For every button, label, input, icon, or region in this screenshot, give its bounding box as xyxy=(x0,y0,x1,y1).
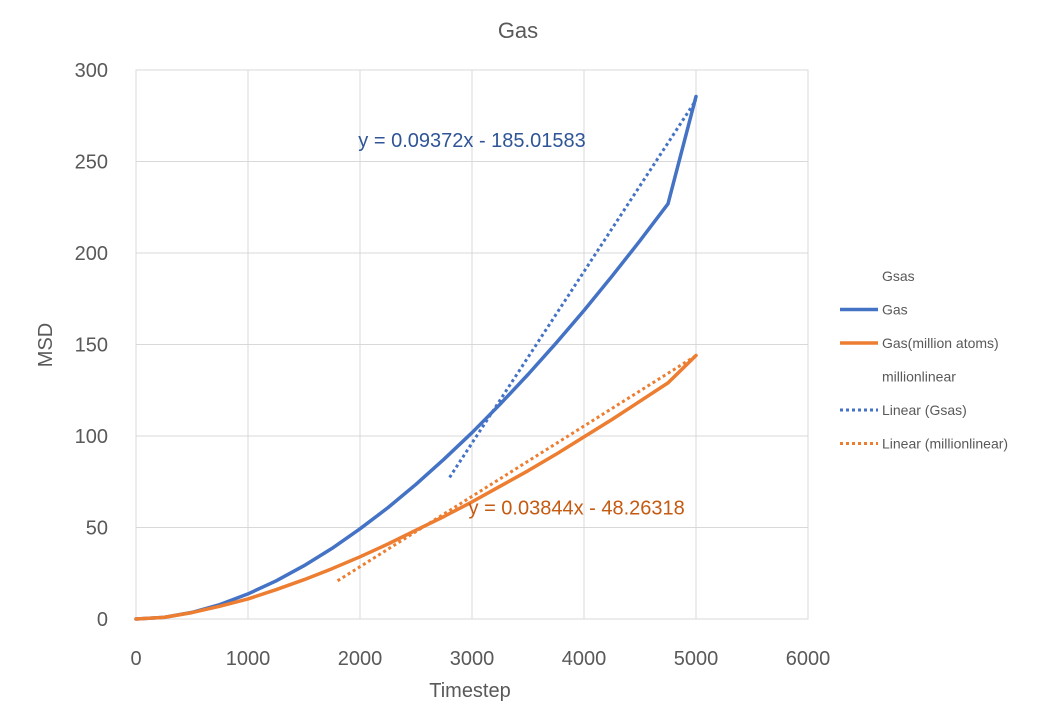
legend: Gsas Gas Gas(million atoms) millionlinear Li… xyxy=(840,268,1008,452)
series-line-linear-gsas xyxy=(448,99,698,479)
x-tick-label: 4000 xyxy=(562,648,607,670)
series-lines xyxy=(134,94,698,621)
y-tick-label: 50 xyxy=(86,518,108,540)
x-tick-label: 0 xyxy=(130,648,141,670)
legend-label: Linear (millionlinear) xyxy=(882,436,1008,452)
y-tick-label: 100 xyxy=(75,426,108,448)
y-tick-label: 200 xyxy=(75,243,108,265)
y-axis-label: MSD xyxy=(35,323,57,367)
tick-labels: 0 1000 2000 3000 4000 5000 6000 0 50 100 150 200 250… xyxy=(75,60,831,670)
x-tick-label: 1000 xyxy=(226,648,271,670)
y-tick-label: 150 xyxy=(75,335,108,357)
trendline-equation-label: y = 0.03844x - 48.26318 xyxy=(469,498,685,520)
x-tick-label: 6000 xyxy=(786,648,831,670)
series-line-linear-millionlinear xyxy=(336,354,697,583)
y-tick-label: 300 xyxy=(75,60,108,82)
legend-label: Gas(million atoms) xyxy=(882,335,999,351)
trendline-equation-label: y = 0.09372x - 185.01583 xyxy=(358,130,585,152)
legend-label: millionlinear xyxy=(882,369,956,385)
y-tick-label: 0 xyxy=(97,609,108,631)
x-axis-label: Timestep xyxy=(429,680,511,702)
x-tick-label: 3000 xyxy=(450,648,495,670)
series-line-gas xyxy=(134,94,698,621)
trendline-equations: y = 0.09372x - 185.01583 y = 0.03844x - 4… xyxy=(358,130,685,520)
legend-label: Linear (Gsas) xyxy=(882,402,967,418)
series-line-gas-million-atoms xyxy=(134,353,698,621)
gridlines xyxy=(135,69,809,620)
legend-label: Gsas xyxy=(882,268,915,284)
y-tick-label: 250 xyxy=(75,152,108,174)
legend-label: Gas xyxy=(882,302,908,318)
x-tick-label: 2000 xyxy=(338,648,383,670)
chart-title: Gas xyxy=(498,18,538,43)
x-tick-label: 5000 xyxy=(674,648,719,670)
